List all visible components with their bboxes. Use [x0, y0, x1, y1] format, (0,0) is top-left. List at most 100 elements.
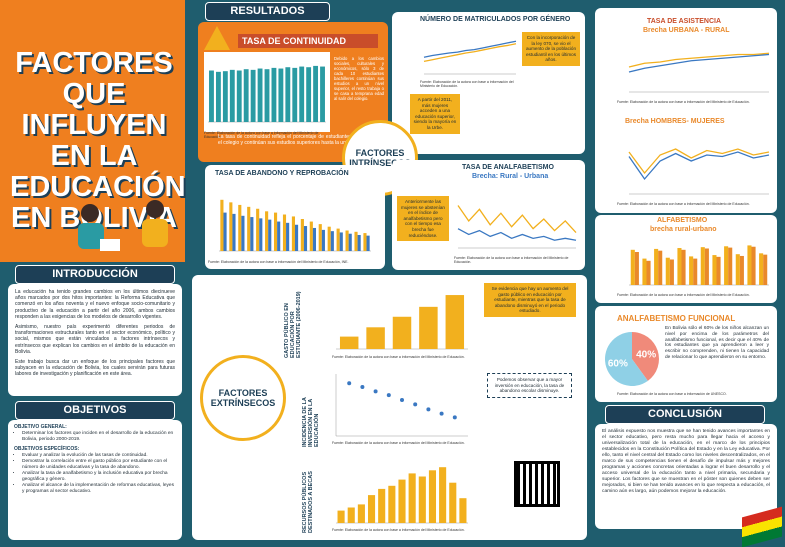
bar — [209, 70, 214, 122]
line — [423, 40, 517, 58]
bar — [366, 235, 370, 251]
bar — [419, 306, 438, 349]
head — [81, 204, 99, 222]
bar — [712, 255, 717, 285]
funcional-panel: ANALFABETISMO FUNCIONAL 40% 60% En Bolivi… — [595, 306, 777, 402]
chart — [628, 52, 770, 93]
bar — [459, 498, 467, 523]
objetivos-panel: OBJETIVO GENERAL: Determinar los factore… — [8, 420, 182, 540]
bar — [392, 316, 412, 349]
point — [426, 407, 431, 412]
bar — [320, 66, 325, 122]
source: Fuente: Elaboración de la autora con bas… — [617, 100, 750, 104]
abandono-panel: TASA DE ABANDONO Y REPROBACIÓN Fuente: E… — [205, 165, 385, 269]
chart-title: RECURSOS PÚBLICOS DESTINADOS A BECAS — [302, 471, 314, 533]
bar — [634, 252, 639, 285]
bar — [739, 255, 744, 285]
body — [142, 219, 168, 247]
objective: Evaluar y analizar la evolución de las t… — [22, 453, 176, 459]
intro-paragraph: Este trabajo busca dar un enfoque de los… — [15, 359, 175, 378]
bar — [367, 495, 376, 523]
bar — [232, 213, 236, 251]
bar — [268, 219, 272, 251]
warning-icon — [204, 26, 230, 50]
general-list: Determinar los factores que inciden en e… — [22, 431, 176, 443]
bar — [449, 482, 457, 523]
bar — [689, 256, 694, 285]
analfabetismo-panel: TASA DE ANALFABETISMO Brecha: Rural - Ur… — [392, 160, 585, 270]
bar — [759, 253, 764, 285]
bar — [265, 211, 269, 251]
bar — [278, 68, 284, 122]
book — [100, 239, 120, 251]
bar — [285, 67, 291, 122]
chart-subtitle: Brecha URBANA - RURAL — [643, 27, 730, 34]
pie-slice — [632, 332, 659, 381]
bar — [728, 247, 733, 285]
bar — [309, 221, 313, 251]
bar — [292, 67, 298, 122]
pie-slice — [605, 332, 648, 386]
bar — [763, 254, 768, 285]
chart-title: TASA DE ABANDONO Y REPROBACIÓN — [215, 170, 349, 177]
bar — [313, 65, 319, 122]
bar — [747, 245, 752, 285]
point — [386, 393, 391, 398]
bar — [273, 212, 278, 251]
point — [373, 389, 378, 394]
bar — [378, 488, 386, 523]
head — [146, 200, 164, 218]
bar — [250, 69, 256, 122]
bar — [247, 206, 251, 251]
bar — [282, 214, 287, 251]
bar — [312, 227, 317, 251]
bar — [257, 68, 263, 122]
bar — [693, 258, 698, 285]
line — [457, 205, 577, 233]
bar — [700, 247, 705, 285]
bar — [398, 479, 406, 523]
bar — [256, 208, 260, 251]
bar — [291, 216, 295, 251]
line — [628, 53, 770, 73]
bar — [348, 233, 352, 251]
bar — [408, 473, 416, 523]
point — [452, 415, 457, 420]
bar — [321, 229, 325, 251]
objetivos-header: OBJETIVOS — [15, 401, 175, 420]
line — [628, 151, 770, 181]
chart — [336, 295, 468, 350]
chart-title: NÚMERO DE MATRICULADOS POR GÉNERO — [420, 16, 571, 23]
bar — [363, 233, 367, 251]
chart-title: TASA DE CONTINUIDAD — [238, 34, 378, 48]
chart-subtitle: Brecha: Rural - Urbana — [472, 173, 549, 180]
note: Podemos observar que a mayor inversión e… — [487, 373, 572, 398]
bar — [300, 219, 304, 251]
intro-header: INTRODUCCIÓN — [15, 265, 175, 284]
bar — [445, 295, 465, 349]
bar — [295, 224, 299, 251]
chart-subtitle: brecha rural-urbano — [650, 226, 717, 233]
chart-title: TASA DE ANALFABETISMO — [462, 164, 554, 171]
side-note: Debido a los cambios sociales, culturale… — [334, 56, 384, 101]
bar — [229, 202, 233, 251]
intro-paragraph: La educación ha tenido grandes cambios e… — [15, 289, 175, 320]
bar — [642, 258, 647, 285]
source: Fuente: Elaboración de la autora con bas… — [454, 256, 569, 264]
chart-title: ANALFABETISMO FUNCIONAL — [617, 314, 736, 323]
students-illustration — [78, 200, 168, 251]
chart-bg: Fuente: Elaboración de la autora con bas… — [204, 52, 330, 139]
bar — [366, 327, 385, 349]
bar — [327, 226, 331, 251]
chart — [457, 205, 577, 249]
bar — [318, 224, 322, 251]
objective: Demostrar la correlación entre el gasto … — [22, 459, 176, 471]
line — [628, 52, 770, 68]
bar — [669, 259, 674, 285]
point — [400, 398, 404, 403]
note: En Bolivia sólo el 60% de los niños alca… — [665, 326, 769, 360]
bar — [222, 71, 228, 122]
bar — [658, 250, 663, 285]
bar — [330, 231, 334, 251]
